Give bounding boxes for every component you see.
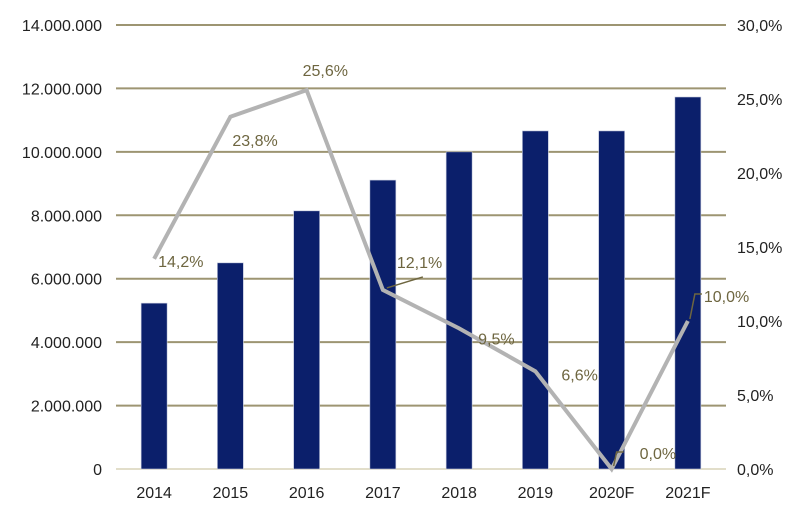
y-right-tick-label: 30,0% <box>737 18 782 35</box>
x-tick-label: 2015 <box>213 485 249 502</box>
data-label: 6,6% <box>561 367 597 384</box>
y-right-tick-label: 5,0% <box>737 388 773 405</box>
y-left-tick-label: 10.000.000 <box>22 145 102 162</box>
y-right-tick-label: 20,0% <box>737 166 782 183</box>
x-tick-label: 2021F <box>665 485 711 502</box>
bar <box>217 263 243 469</box>
y-left-tick-label: 4.000.000 <box>31 335 102 352</box>
y-left-tick-label: 14.000.000 <box>22 18 102 35</box>
data-label: 9,5% <box>478 331 514 348</box>
y-right-tick-label: 0,0% <box>737 462 773 479</box>
y-right-tick-label: 10,0% <box>737 314 782 331</box>
y-left-tick-label: 2.000.000 <box>31 399 102 416</box>
y-right-tick-label: 15,0% <box>737 240 782 257</box>
data-label: 0,0% <box>640 446 676 463</box>
y-left-tick-label: 12.000.000 <box>22 81 102 98</box>
data-label: 14,2% <box>158 254 203 271</box>
x-tick-label: 2014 <box>136 485 172 502</box>
bar <box>675 97 701 469</box>
data-label: 23,8% <box>232 133 277 150</box>
y-left-tick-label: 0 <box>93 462 102 479</box>
y-right-tick-label: 25,0% <box>737 92 782 109</box>
x-tick-label: 2018 <box>441 485 477 502</box>
data-label: 25,6% <box>303 63 348 80</box>
y-left-tick-label: 6.000.000 <box>31 272 102 289</box>
x-tick-label: 2020F <box>589 485 635 502</box>
x-tick-label: 2017 <box>365 485 401 502</box>
data-label: 10,0% <box>704 289 749 306</box>
bar <box>294 211 320 469</box>
data-label: 12,1% <box>397 255 442 272</box>
x-tick-label: 2016 <box>289 485 325 502</box>
bar <box>522 131 548 469</box>
x-tick-label: 2019 <box>518 485 554 502</box>
bar <box>370 180 396 469</box>
bar <box>141 303 167 469</box>
bar <box>599 131 625 469</box>
bar <box>446 152 472 469</box>
y-left-tick-label: 8.000.000 <box>31 208 102 225</box>
